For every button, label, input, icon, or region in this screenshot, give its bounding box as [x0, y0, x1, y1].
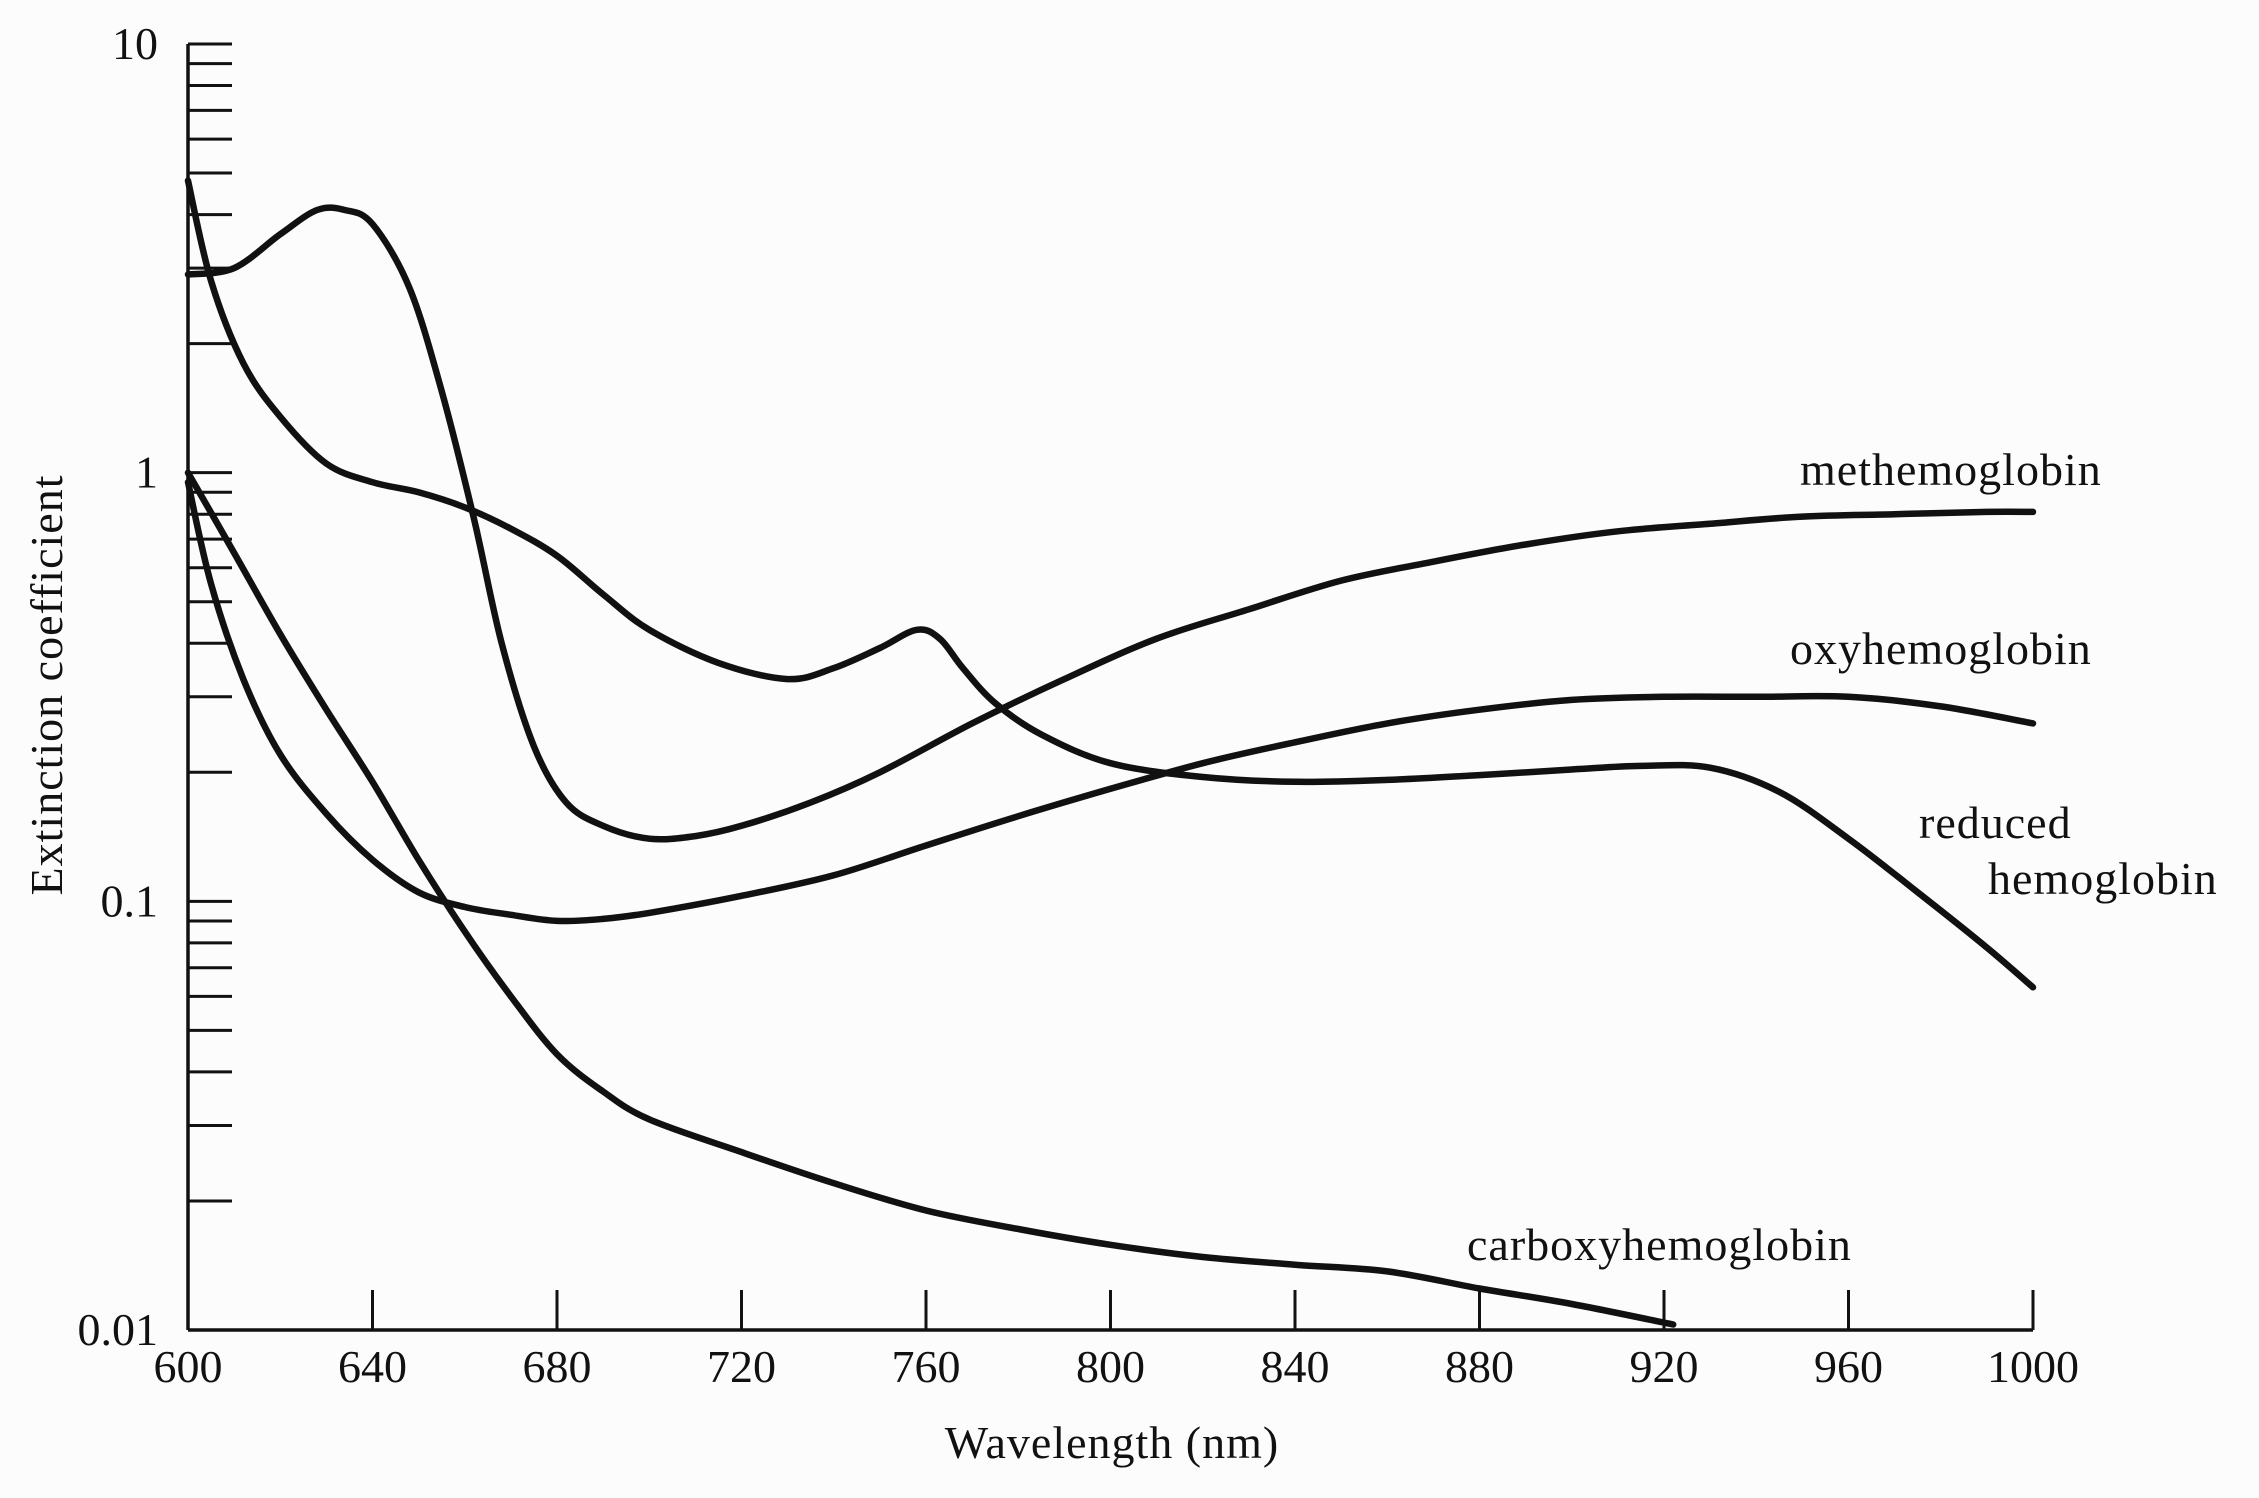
series-labels: methemoglobin oxyhemoglobin reduced hemoglo… [1467, 444, 2218, 1270]
x-tick-label: 800 [1076, 1341, 1145, 1392]
reduced-hemoglobin-label: reduced hemoglobin [1919, 797, 2218, 904]
y-axis-title: Extinction coefficient [21, 475, 72, 896]
x-tick-label: 600 [154, 1341, 223, 1392]
x-tick-label: 640 [338, 1341, 407, 1392]
reduced-hemoglobin-line [184, 177, 2037, 991]
axes [186, 44, 2033, 1332]
methemoglobin-line [184, 204, 2037, 843]
y-tick-label: 0.01 [78, 1304, 159, 1355]
x-tick-label: 960 [1814, 1341, 1883, 1392]
y-tick-label: 10 [112, 18, 158, 69]
x-tick-label: 720 [707, 1341, 776, 1392]
series-lines [184, 177, 2037, 1328]
tick-marks: 0.01 0.1 1 10 600 640 680 720 760 800 840 880 920 960… [78, 18, 2080, 1392]
x-tick-label: 680 [523, 1341, 592, 1392]
oxyhemoglobin-label: oxyhemoglobin [1790, 623, 2092, 674]
oxyhemoglobin-line [184, 478, 2037, 925]
reduced-hemoglobin-label-line: hemoglobin [1988, 853, 2218, 904]
methemoglobin-label: methemoglobin [1800, 444, 2102, 495]
x-tick-label: 760 [892, 1341, 961, 1392]
carboxyhemoglobin-line [184, 469, 1677, 1328]
reduced-hemoglobin-label-line: reduced [1919, 797, 2072, 848]
x-tick-label: 880 [1445, 1341, 1514, 1392]
x-axis-title: Wavelength (nm) [945, 1417, 1279, 1468]
y-tick-label: 1 [135, 447, 158, 498]
x-tick-label: 840 [1261, 1341, 1330, 1392]
x-tick-label: 1000 [1987, 1341, 2079, 1392]
carboxyhemoglobin-label: carboxyhemoglobin [1467, 1219, 1852, 1270]
x-tick-label: 920 [1630, 1341, 1699, 1392]
y-tick-label: 0.1 [101, 875, 159, 926]
